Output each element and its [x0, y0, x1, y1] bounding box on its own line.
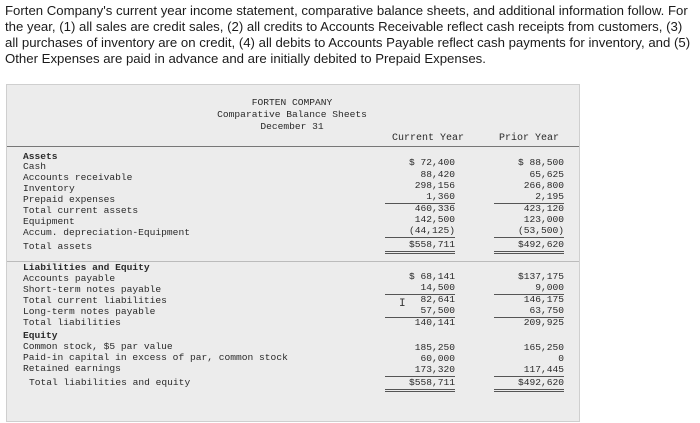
row-prior-value: 9,000 [494, 282, 564, 295]
row-label: Total current liabilities [23, 295, 167, 306]
row-prior-value: 2,195 [494, 191, 564, 204]
section-label-assets: Assets [23, 151, 58, 162]
row-prior-value: $137,175 [517, 271, 564, 282]
row-current-value: 57,500 [385, 305, 455, 318]
row-prior-value: (53,500) [494, 225, 564, 238]
row-current-value: 14,500 [385, 282, 455, 295]
column-header-prior-year: Prior Year [499, 133, 560, 144]
row-label: Accum. depreciation-Equipment [23, 227, 190, 238]
row-prior-value: $ 88,500 [517, 157, 564, 168]
row-label: Short-term notes payable [23, 284, 162, 295]
row-label: Total liabilities [23, 317, 121, 328]
row-current-value: 140,141 [414, 317, 455, 328]
row-prior-value: 65,625 [529, 169, 564, 180]
row-current-value: $558,711 [385, 239, 455, 254]
row-current-value: 173,320 [385, 364, 455, 377]
row-prior-value: $492,620 [494, 239, 564, 254]
row-label: Common stock, $5 par value [23, 341, 173, 352]
balance-sheet-panel: FORTEN COMPANY Comparative Balance Sheet… [6, 84, 580, 422]
row-label: Prepaid expenses [23, 194, 116, 205]
row-label: Accounts receivable [23, 172, 133, 183]
company-name: FORTEN COMPANY [251, 97, 333, 108]
statement-date: December 31 [260, 121, 324, 132]
row-prior-value: 423,120 [523, 203, 564, 214]
column-header-current-year: Current Year [392, 133, 465, 144]
problem-intro-text: Forten Company's current year income sta… [5, 3, 691, 66]
row-label: Total liabilities and equity [29, 377, 191, 388]
row-current-value: 82,641 [420, 294, 455, 305]
row-prior-value: 63,750 [494, 305, 564, 318]
text-cursor-icon: I [399, 298, 406, 310]
row-current-value: 142,500 [414, 214, 455, 225]
row-label: Inventory [23, 183, 75, 194]
row-current-value: 1,360 [385, 191, 455, 204]
row-prior-value: 209,925 [523, 317, 564, 328]
header-divider [7, 146, 579, 147]
row-current-value: 460,336 [414, 203, 455, 214]
row-label: Retained earnings [23, 363, 121, 374]
row-label: Equipment [23, 216, 75, 227]
row-label: Accounts payable [23, 273, 116, 284]
section-divider [7, 261, 579, 262]
statement-title: Comparative Balance Sheets [217, 109, 367, 120]
section-label-equity: Equity [23, 330, 58, 341]
row-label: Total current assets [23, 205, 139, 216]
row-current-value: $ 68,141 [408, 271, 455, 282]
row-prior-value: $492,620 [494, 377, 564, 392]
row-prior-value: 266,800 [523, 180, 564, 191]
row-label: Total assets [23, 241, 93, 252]
row-current-value: 185,250 [414, 342, 455, 353]
row-prior-value: 0 [558, 353, 564, 364]
row-label: Cash [23, 161, 47, 172]
section-label-liabilities-equity: Liabilities and Equity [23, 262, 150, 273]
row-prior-value: 123,000 [523, 214, 564, 225]
row-current-value: $558,711 [385, 377, 455, 392]
row-current-value: 88,420 [420, 169, 455, 180]
row-current-value: $ 72,400 [408, 157, 455, 168]
row-current-value: 298,156 [414, 180, 455, 191]
row-current-value: 60,000 [420, 353, 455, 364]
row-current-value: (44,125) [385, 225, 455, 238]
row-prior-value: 146,175 [523, 294, 564, 305]
row-label: Long-term notes payable [23, 306, 156, 317]
row-prior-value: 165,250 [523, 342, 564, 353]
row-label: Paid-in capital in excess of par, common… [23, 352, 288, 363]
row-prior-value: 117,445 [494, 364, 564, 377]
